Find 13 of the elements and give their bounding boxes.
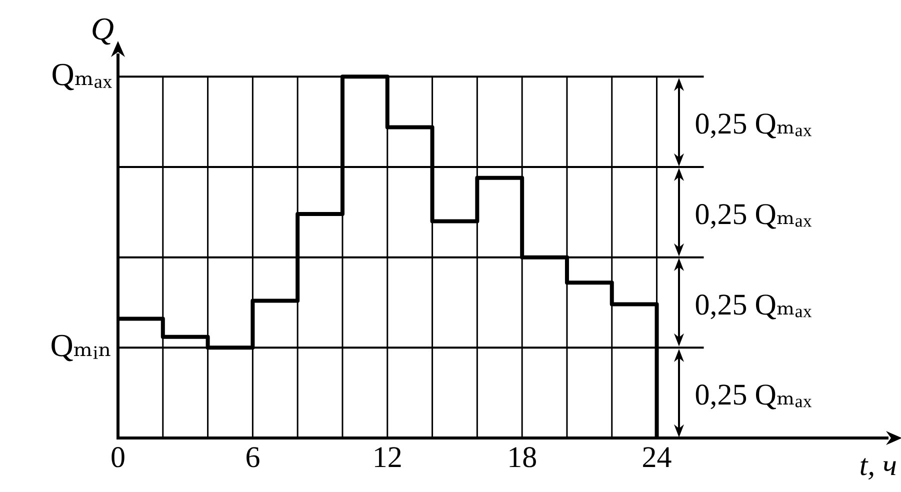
y-axis-title: Q <box>90 10 114 46</box>
x-tick-label: 24 <box>642 440 672 474</box>
ref-line-label: Qₘᵢₙ <box>50 327 112 364</box>
annotation: 0,25 Qₘₐₓ <box>694 378 812 412</box>
annotation: 0,25 Qₘₐₓ <box>694 108 812 141</box>
x-tick-label: 0 <box>110 440 126 474</box>
annotation: 0,25 Qₘₐₓ <box>694 198 812 232</box>
x-axis-title: t, ч <box>859 448 897 482</box>
annotation: 0,25 Qₘₐₓ <box>694 288 812 322</box>
ref-line-label: Qₘₐₓ <box>51 56 113 92</box>
x-tick-label: 6 <box>245 440 260 474</box>
x-tick-label: 12 <box>372 440 402 474</box>
x-tick-label: 18 <box>507 440 538 474</box>
